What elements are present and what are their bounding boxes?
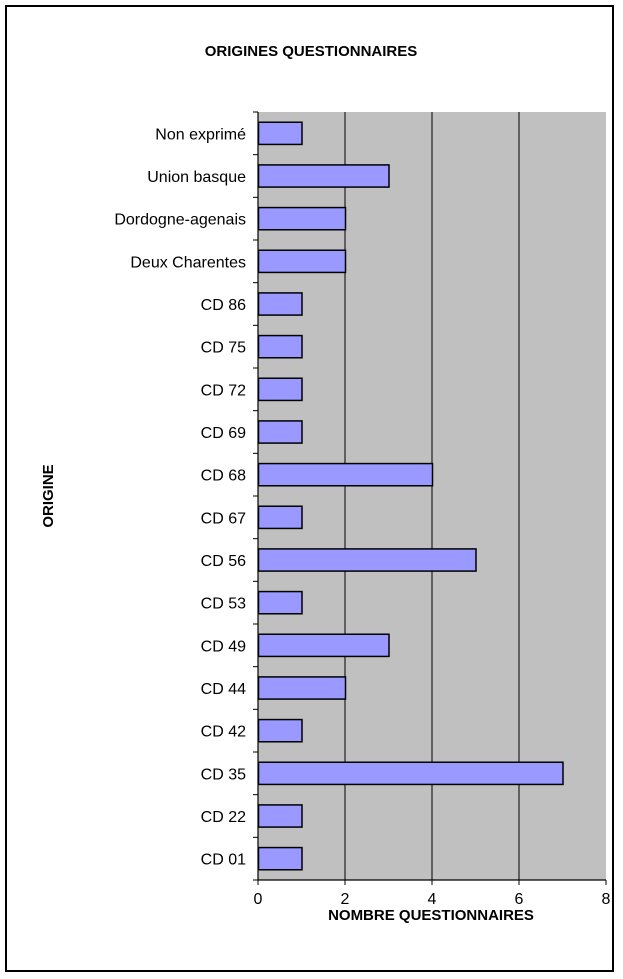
- y-axis-title: ORIGINE: [40, 464, 57, 527]
- category-label-10: CD 56: [201, 553, 246, 570]
- category-label-2: Dordogne-agenais: [114, 212, 246, 229]
- category-label-5: CD 75: [201, 340, 246, 357]
- bar-10: [257, 548, 477, 572]
- bar-11: [257, 590, 303, 615]
- bar-15: [257, 761, 564, 786]
- x-tick-label-6: 6: [515, 891, 524, 908]
- bar-3: [257, 249, 347, 274]
- bar-17: [257, 846, 303, 871]
- category-label-0: Non exprimé: [155, 126, 246, 143]
- bar-6: [257, 377, 303, 402]
- bar-13: [257, 676, 347, 700]
- category-label-4: CD 86: [201, 297, 246, 314]
- bar-5: [257, 334, 303, 359]
- category-label-12: CD 49: [201, 638, 246, 655]
- bar-4: [257, 292, 303, 316]
- x-tick-label-2: 2: [341, 891, 350, 908]
- category-label-11: CD 53: [201, 596, 246, 613]
- category-label-3: Deux Charentes: [130, 254, 246, 271]
- x-tick-label-8: 8: [602, 891, 611, 908]
- x-tick-label-0: 0: [254, 891, 263, 908]
- category-label-6: CD 72: [201, 382, 246, 399]
- chart-title: ORIGINES QUESTIONNAIRES: [205, 43, 418, 60]
- category-label-1: Union basque: [147, 169, 246, 186]
- bar-2: [257, 206, 347, 231]
- bar-1: [257, 164, 390, 188]
- category-label-15: CD 35: [201, 766, 246, 783]
- category-label-14: CD 42: [201, 724, 246, 741]
- bar-12: [257, 633, 390, 658]
- category-label-8: CD 68: [201, 468, 246, 485]
- category-label-7: CD 69: [201, 425, 246, 442]
- x-axis-title: NOMBRE QUESTIONNAIRES: [328, 907, 534, 924]
- category-label-16: CD 22: [201, 809, 246, 826]
- bar-7: [257, 420, 303, 444]
- x-tick-label-4: 4: [428, 891, 437, 908]
- plot-area: Non exprimé Union basque Dordogne-agenais D…: [114, 111, 611, 908]
- category-label-17: CD 01: [201, 852, 246, 869]
- bar-0: [257, 121, 303, 146]
- bar-16: [257, 804, 303, 828]
- category-label-13: CD 44: [201, 681, 246, 698]
- category-label-9: CD 67: [201, 510, 246, 527]
- bar-9: [257, 505, 303, 530]
- bar-14: [257, 718, 303, 743]
- bar-8: [257, 462, 434, 487]
